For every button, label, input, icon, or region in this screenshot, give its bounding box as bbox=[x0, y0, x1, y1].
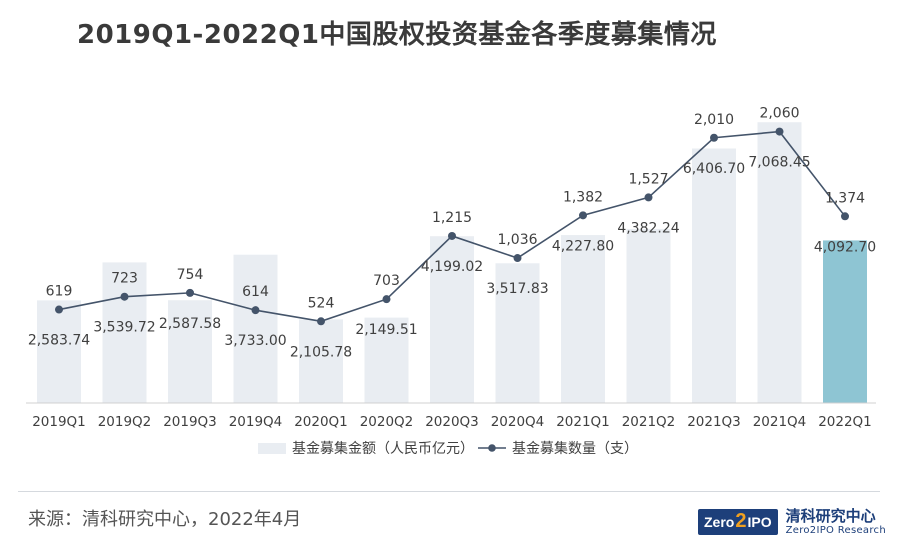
line-point-2019Q2 bbox=[120, 292, 129, 301]
line-data-labels: 619 723 754 614 524 703 1,215 1,036 1,382 1,527 2,… bbox=[46, 106, 865, 312]
x-tick-label: 2021Q4 bbox=[753, 414, 807, 430]
x-tick-label: 2020Q2 bbox=[360, 414, 414, 430]
chart: 2019Q1 2019Q2 2019Q3 2019Q4 2020Q1 2020Q2 2020… bbox=[26, 106, 876, 457]
x-tick-label: 2021Q1 bbox=[556, 414, 610, 430]
line-value-label: 1,215 bbox=[432, 210, 472, 226]
bar-2021Q3 bbox=[692, 148, 736, 403]
bar-value-label: 7,068.45 bbox=[748, 155, 810, 171]
bar-2022Q1 bbox=[823, 240, 867, 403]
line-point-2019Q1 bbox=[55, 305, 63, 314]
bar-2020Q1 bbox=[299, 319, 343, 403]
bar-value-label: 4,382.24 bbox=[617, 220, 679, 236]
line-point-2020Q3 bbox=[448, 231, 456, 240]
bar-2019Q4 bbox=[233, 254, 278, 403]
x-tick-label: 2020Q1 bbox=[294, 414, 348, 430]
line-value-label: 1,527 bbox=[628, 171, 668, 187]
legend-bar-label: 基金募集金额（人民币亿元） bbox=[292, 440, 474, 457]
line-point-2020Q4 bbox=[513, 254, 522, 263]
legend-line-marker bbox=[488, 444, 496, 452]
bar-value-label: 2,149.51 bbox=[355, 322, 417, 338]
line-point-2022Q1 bbox=[841, 212, 849, 221]
legend-line-label: 基金募集数量（支） bbox=[512, 440, 638, 457]
bar-series bbox=[37, 122, 867, 403]
line-point-2021Q1 bbox=[579, 211, 587, 220]
bar-data-labels: 2,583.743,539.72 2,587.583,733.002,105.78… bbox=[28, 155, 876, 361]
legend: 基金募集金额（人民币亿元） 基金募集数量（支） bbox=[258, 440, 638, 457]
bar-2020Q3 bbox=[430, 236, 474, 403]
line-value-label: 2,060 bbox=[759, 106, 799, 122]
line-value-label: 1,374 bbox=[825, 190, 865, 206]
footer-divider bbox=[18, 491, 880, 492]
logo-en-name: Zero2IPO Research bbox=[785, 524, 886, 536]
line-point-2019Q4 bbox=[251, 306, 260, 315]
logo-cn-name: 清科研究中心 bbox=[785, 507, 876, 525]
x-tick-label: 2022Q1 bbox=[818, 414, 872, 430]
logo-badge-left: Zero bbox=[704, 513, 735, 530]
zero2ipo-logo: Zero 2 IPO 清科研究中心 Zero2IPO Research bbox=[698, 508, 886, 536]
bar-2020Q2 bbox=[364, 317, 409, 403]
logo-text: 清科研究中心 Zero2IPO Research bbox=[786, 508, 886, 536]
bar-2021Q2 bbox=[626, 228, 671, 403]
logo-badge: Zero 2 IPO bbox=[698, 508, 778, 535]
line-value-label: 524 bbox=[308, 295, 335, 311]
line-point-2021Q3 bbox=[710, 133, 718, 142]
line-value-label: 619 bbox=[46, 284, 73, 300]
line-point-2020Q1 bbox=[317, 317, 325, 326]
bar-2020Q4 bbox=[495, 263, 540, 403]
bar-value-label: 2,105.78 bbox=[290, 344, 352, 360]
line-point-2021Q2 bbox=[644, 193, 653, 202]
bar-value-label: 4,092.70 bbox=[814, 239, 876, 255]
bar-2019Q3 bbox=[168, 300, 212, 403]
x-tick-label: 2020Q3 bbox=[425, 414, 479, 430]
bar-2021Q4 bbox=[757, 122, 802, 403]
line-value-label: 2,010 bbox=[694, 112, 734, 128]
line-value-label: 754 bbox=[177, 267, 204, 283]
bar-value-label: 3,539.72 bbox=[93, 320, 155, 336]
bar-value-label: 2,583.74 bbox=[28, 333, 90, 349]
bar-value-label: 4,199.02 bbox=[421, 259, 483, 275]
x-tick-label: 2021Q3 bbox=[687, 414, 741, 430]
line-value-label: 1,382 bbox=[563, 189, 603, 205]
line-point-2020Q2 bbox=[382, 295, 391, 304]
line-series bbox=[55, 127, 849, 326]
bar-2021Q1 bbox=[561, 235, 605, 403]
bar-value-label: 3,733.00 bbox=[224, 333, 286, 349]
bar-value-label: 6,406.70 bbox=[683, 161, 745, 177]
line-point-2021Q4 bbox=[775, 127, 784, 136]
x-axis: 2019Q1 2019Q2 2019Q3 2019Q4 2020Q1 2020Q2 2020… bbox=[26, 402, 876, 430]
x-tick-label: 2019Q1 bbox=[32, 414, 86, 430]
bar-value-label: 2,587.58 bbox=[159, 316, 221, 332]
line-point-2019Q3 bbox=[186, 288, 194, 297]
line-value-label: 1,036 bbox=[497, 232, 537, 248]
line-value-label: 723 bbox=[111, 271, 138, 287]
bar-2019Q2 bbox=[102, 262, 147, 403]
legend-bar-swatch bbox=[258, 443, 286, 454]
x-tick-label: 2019Q2 bbox=[98, 414, 152, 430]
bar-value-label: 3,517.83 bbox=[486, 281, 548, 297]
logo-badge-right: IPO bbox=[747, 513, 772, 530]
source-note: 来源：清科研究中心，2022年4月 bbox=[28, 509, 302, 530]
line-value-label: 614 bbox=[242, 284, 269, 300]
bar-value-label: 4,227.80 bbox=[552, 238, 614, 254]
x-tick-label: 2019Q3 bbox=[163, 414, 217, 430]
x-tick-label: 2019Q4 bbox=[229, 414, 283, 430]
chart-title: 2019Q1-2022Q1中国股权投资基金各季度募集情况 bbox=[77, 20, 717, 50]
x-tick-label: 2021Q2 bbox=[622, 414, 676, 430]
logo-badge-two: 2 bbox=[735, 510, 747, 533]
x-tick-label: 2020Q4 bbox=[491, 414, 545, 430]
line-value-label: 703 bbox=[373, 273, 400, 289]
bar-2019Q1 bbox=[37, 300, 81, 403]
